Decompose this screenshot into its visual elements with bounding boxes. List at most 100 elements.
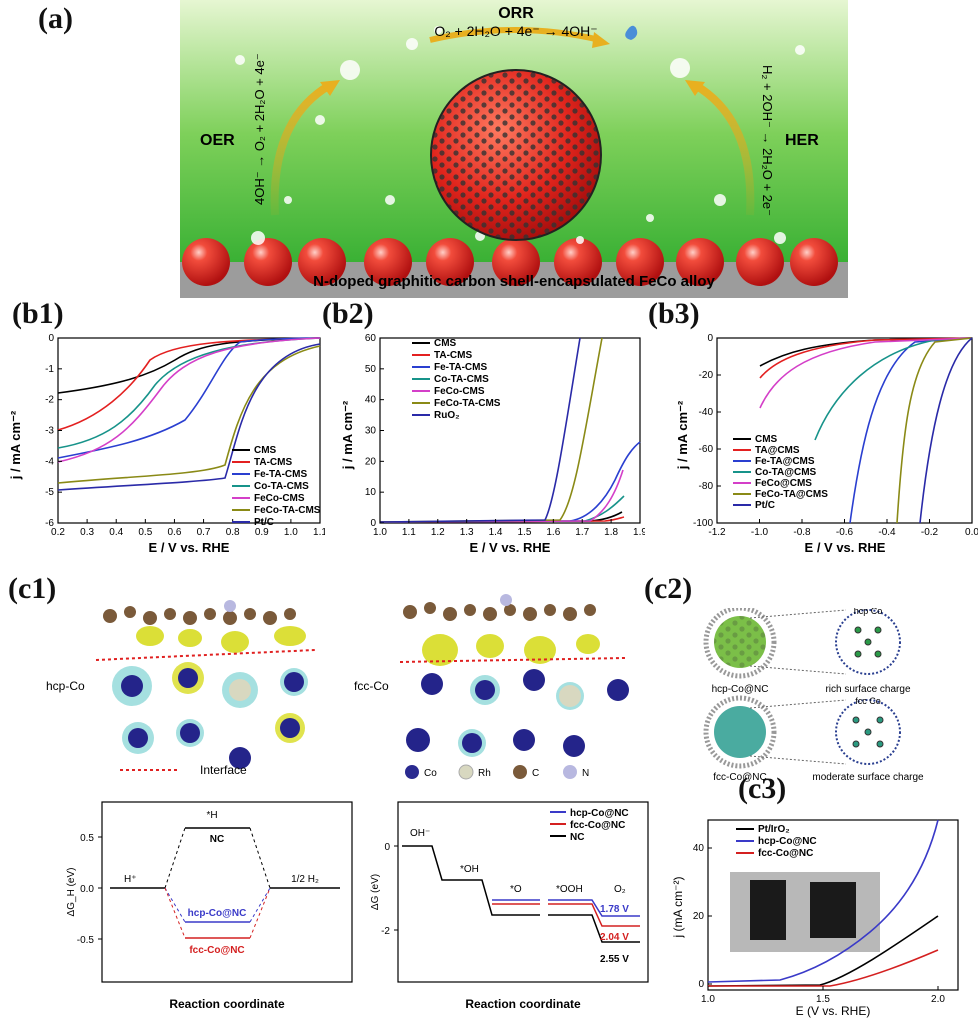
b1-legend-item: Fe-TA-CMS [254,469,307,480]
atom-legend-c: C [532,768,539,779]
b1-curve [57,337,321,463]
b3-curve [759,337,973,379]
b1-ytick: -1 [45,364,54,375]
oer-ooh: *OOH [556,884,583,895]
b2-xtick: 1.6 [546,527,560,538]
feco-core-sphere [430,69,602,241]
b3-xtick: -1.2 [708,527,726,538]
b1-curve [57,337,321,449]
chart-b2: 1.0 1.1 1.2 1.3 1.4 1.5 1.6 1.7 1.8 1.9 0 10 20 30 40 5… [340,333,645,555]
b2-curve [379,337,603,523]
b2-xtick: 1.2 [431,527,445,538]
c3-legend-item: hcp-Co@NC [758,836,817,847]
her-fcc-label: fcc-Co@NC [189,945,244,956]
b2-legend-item: Fe-TA-CMS [434,362,487,373]
b2-xtick: 1.5 [517,527,531,538]
b2-curve [379,469,624,523]
c2-fcc-caption: fcc-Co@NC [713,772,767,783]
bubbles [235,26,805,245]
b2-xtick: 1.1 [402,527,416,538]
b1-xtick: 1.1 [313,527,325,538]
b3-curve [759,337,973,409]
panel-label-b2: (b2) [322,297,374,330]
oer-energy-diagram: 0 -2 OH⁻ *OH *O *OOH O₂ 1.78 V 2.04 V 2.… [370,801,649,1011]
b3-legend-item: Fe-TA@CMS [755,456,815,467]
b1-legend-item: CMS [254,445,277,456]
her-hcp-label: hcp-Co@NC [188,908,247,919]
b1-xtick: 0.7 [197,527,211,538]
b1-ylabel: j / mA cm⁻² [8,410,23,480]
b1-xtick: 0.4 [109,527,123,538]
b2-ytick: 50 [365,364,377,375]
b3-legend-item: FeCo-TA@CMS [755,489,828,500]
her-arrow [692,81,755,216]
b1-legend-item: Pt/C [254,517,274,528]
oer-ytick: 0 [384,842,390,853]
panel-label-c3: (c3) [738,772,787,805]
c2-hcp-caption: hcp-Co@NC [712,684,769,695]
b3-xtick: -0.6 [836,527,854,538]
b1-legend-item: FeCo-CMS [254,493,305,504]
b1-legend-item: Co-TA-CMS [254,481,309,492]
b3-ytick: -80 [699,481,714,492]
oer-legend-hcp: hcp-Co@NC [570,808,629,819]
panel-label-c2: (c2) [644,572,693,605]
b1-ytick: -2 [45,395,54,406]
panel-label-c1: (c1) [8,572,57,605]
b2-legend-item: CMS [434,338,457,349]
b2-xtick: 1.3 [460,527,474,538]
her-hstar: *H [206,810,217,821]
her-energy-diagram: 0.5 0.0 -0.5 H⁺ *H NC 1/2 H₂ hcp-Co@NC f… [66,801,353,1011]
b3-legend-item: FeCo@CMS [755,478,812,489]
b2-legend-item: FeCo-TA-CMS [434,398,501,409]
b3-xtick: -0.4 [878,527,896,538]
c3-ytick: 40 [693,843,705,854]
fcc-particle [703,695,901,769]
orr-arrow [429,27,601,43]
b1-ytick: -5 [45,487,54,498]
oer-xlabel: Reaction coordinate [465,997,581,1011]
b2-ytick: 30 [365,426,377,437]
c2-fcc-inset: fcc Co [855,696,881,706]
oer-ylabel: ΔG (eV) [370,874,381,910]
c3-curve [707,915,939,987]
c3-curve [708,949,939,987]
b2-xtick: 1.9 [633,527,645,538]
b2-xtick: 1.8 [604,527,618,538]
interface-label: Interface [200,763,247,777]
atom-legend-co: Co [424,768,437,779]
schematic-panel: ORR O₂ + 2H₂O + 4e⁻ → 4OH⁻ OER 4OH⁻ → O₂… [180,0,848,298]
b2-xtick: 1.0 [373,527,387,538]
b3-curve [849,337,973,524]
c3-xtick: 2.0 [931,994,945,1005]
b2-ytick: 20 [365,456,377,467]
c3-ytick: 0 [698,979,704,990]
b1-ytick: 0 [48,333,54,344]
her-ytick: 0.0 [80,884,94,895]
water-drop-icon [625,25,638,40]
c3-xtick: 1.0 [701,994,715,1005]
hcp-particle [703,608,901,679]
panel-label-b1: (b1) [12,297,64,330]
b2-ylabel: j / mA cm⁻² [340,400,355,470]
b2-ytick: 60 [365,333,377,344]
b2-ytick: 0 [370,518,376,529]
oer-equation: 4OH⁻ → O₂ + 2H₂O + 4e⁻ [252,53,267,205]
charge-density-panel: hcp-Co Interface fcc-Co [46,594,629,777]
b2-xtick: 1.7 [575,527,589,538]
substrate-spheres [182,238,838,286]
b1-xtick: 1.0 [284,527,298,538]
c3-ylabel: j (mA cm⁻²) [671,877,685,939]
b3-ytick: -40 [699,407,714,418]
chart-c3: 1.0 1.5 2.0 0 20 40 Pt/IrO₂hcp-Co@NCfcc-Co@NC… [671,819,959,1018]
oer-v2: 2.04 V [600,932,629,943]
b3-xlabel: E / V vs. RHE [805,540,886,555]
b3-legend-item: CMS [755,434,778,445]
her-ylabel: ΔG_H (eV) [66,868,77,917]
b1-xtick: 0.8 [226,527,240,538]
b2-curve [379,495,625,523]
b1-xlabel: E / V vs. RHE [149,540,230,555]
atom-legend-n: N [582,768,589,779]
b2-legend-item: RuO₂ [434,410,460,421]
c3-curve [707,819,939,983]
